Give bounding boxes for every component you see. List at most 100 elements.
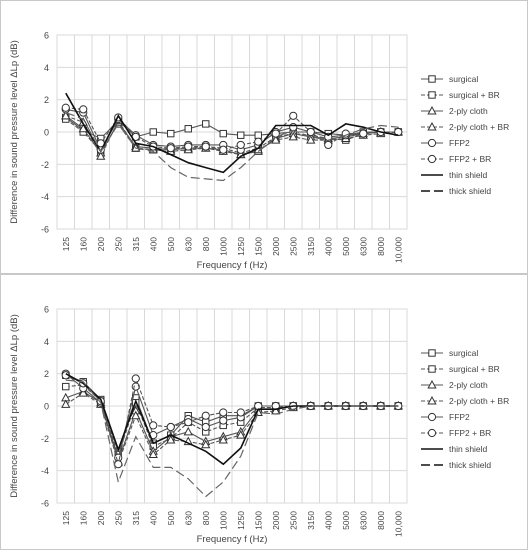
legend-item: 2-ply cloth + BR	[421, 395, 509, 406]
legend-label: surgical + BR	[449, 90, 500, 100]
y-tick-label: -4	[41, 466, 49, 476]
legend-label: FFP2	[449, 412, 470, 422]
data-point	[78, 388, 88, 397]
legend-marker	[427, 154, 437, 164]
x-tick-label: 630	[183, 237, 193, 251]
grid	[56, 308, 408, 504]
x-tick-label: 5000	[341, 511, 351, 530]
y-axis: 6 4 2 0 -2 -4 -6	[41, 305, 49, 509]
data-point	[149, 421, 158, 430]
plot-area	[56, 308, 408, 504]
x-tick-label: 500	[166, 237, 176, 251]
data-point	[219, 145, 228, 154]
x-tick-label: 8000	[376, 511, 386, 530]
y-axis: 6 4 2 0 -2 -4 -6	[41, 31, 49, 235]
data-point	[219, 129, 227, 138]
x-tick-label: 630	[183, 511, 193, 525]
data-point	[254, 137, 263, 146]
legend-marker	[427, 412, 437, 422]
y-tick-label: 4	[44, 63, 49, 73]
series-line	[65, 115, 399, 158]
x-tick-label: 315	[131, 237, 141, 251]
legend-item: 2-ply cloth	[421, 105, 488, 116]
x-tick-label: 160	[78, 237, 88, 251]
legend-label: FFP2 + BR	[449, 154, 491, 164]
grid	[56, 34, 408, 230]
panel-divider	[1, 273, 527, 275]
x-tick-label: 1000	[218, 511, 228, 530]
legend-marker	[428, 75, 436, 83]
x-axis-title: Frequency f (Hz)	[197, 260, 268, 271]
legend-label: FFP2 + BR	[449, 428, 491, 438]
legend-marker	[428, 365, 436, 373]
x-tick-label: 6300	[358, 237, 368, 256]
legend-marker	[427, 105, 437, 115]
data-point	[271, 129, 280, 138]
legend-label: 2-ply cloth + BR	[449, 122, 509, 132]
chart-panel-bottom: 6 4 2 0 -2 -4 -6 125 160 200 250 315 400 500 630 800 100…	[1, 275, 527, 547]
legend-marker	[428, 91, 436, 99]
legend-label: surgical	[449, 74, 478, 84]
series-8	[65, 379, 399, 498]
legend-item: surgical	[421, 74, 478, 84]
data-point	[271, 135, 281, 144]
data-point	[167, 129, 175, 138]
x-tick-label: 3150	[306, 237, 316, 256]
data-point	[236, 408, 245, 417]
y-tick-label: 0	[44, 128, 49, 138]
x-tick-label: 800	[201, 511, 211, 525]
data-point	[201, 142, 210, 151]
x-tick-label: 1000	[218, 237, 228, 256]
x-tick-label: 200	[96, 237, 106, 251]
data-point	[61, 103, 70, 112]
legend-label: surgical	[449, 348, 478, 358]
y-axis-title: Difference in sound pressure level ΔLp (…	[9, 40, 20, 224]
legend-marker	[427, 121, 437, 131]
data-point	[184, 418, 193, 427]
x-tick-label: 125	[61, 237, 71, 251]
series-line	[65, 384, 399, 457]
series-7	[65, 92, 399, 174]
x-tick-label: 4000	[323, 511, 333, 530]
x-tick-label: 8000	[376, 237, 386, 256]
data-point	[254, 131, 262, 139]
data-point	[219, 416, 228, 425]
data-point	[201, 422, 210, 432]
data-point	[96, 151, 106, 160]
x-tick-label: 200	[96, 511, 106, 525]
data-point	[324, 140, 333, 150]
data-point	[237, 131, 245, 139]
legend-label: 2-ply cloth + BR	[449, 396, 509, 406]
x-tick-label: 160	[78, 511, 88, 525]
data-point	[114, 460, 123, 469]
y-tick-label: 0	[44, 402, 49, 412]
legend-item: thick shield	[421, 186, 491, 196]
legend-item: thin shield	[421, 170, 488, 180]
chart-panel-top: 6 4 2 0 -2 -4 -6 125 160 200 250 315 400 500 630 800 100…	[1, 1, 527, 273]
x-tick-label: 2500	[288, 237, 298, 256]
x-axis-title: Frequency f (Hz)	[197, 534, 268, 545]
x-tick-label: 315	[131, 511, 141, 525]
legend-marker	[427, 428, 437, 438]
data-point	[184, 142, 193, 151]
x-axis: 125 160 200 250 315 400 500 630 800 1000 1250 1500 2…	[61, 237, 404, 263]
x-tick-label: 400	[148, 237, 158, 251]
data-point	[236, 430, 246, 439]
legend-marker	[428, 349, 436, 357]
legend-marker	[427, 379, 437, 389]
series-line	[65, 92, 399, 174]
data-point	[201, 439, 211, 449]
y-tick-label: -2	[41, 434, 49, 444]
legend-item: thin shield	[421, 444, 488, 454]
x-tick-label: 1250	[236, 511, 246, 530]
chart-bottom: 6 4 2 0 -2 -4 -6 125 160 200 250 315 400 500 630 800 100…	[9, 305, 509, 546]
legend-item: FFP2 + BR	[421, 154, 491, 164]
legend-item: 2-ply cloth	[421, 379, 488, 390]
data-point	[359, 129, 368, 138]
legend-label: 2-ply cloth	[449, 380, 488, 390]
y-tick-label: 2	[44, 369, 49, 379]
data-point	[202, 120, 210, 128]
y-tick-label: 6	[44, 305, 49, 315]
data-point	[201, 411, 210, 420]
